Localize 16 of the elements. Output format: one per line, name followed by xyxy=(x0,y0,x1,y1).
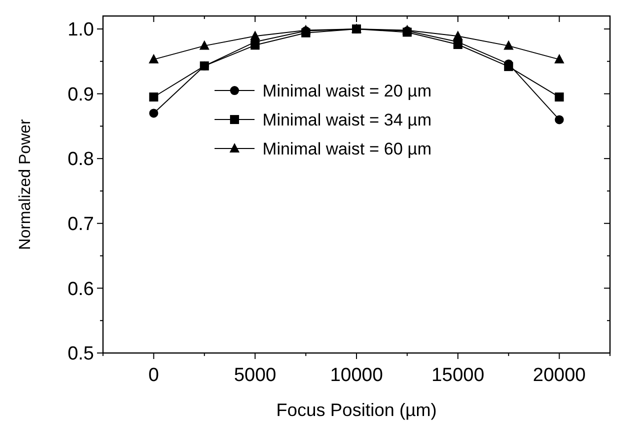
y-tick-label: 0.9 xyxy=(68,84,94,106)
x-tick-label: 5000 xyxy=(234,365,276,386)
x-tick-label: 0 xyxy=(148,365,159,386)
x-tick-label: 20000 xyxy=(532,365,586,386)
y-tick-label: 0.7 xyxy=(68,214,94,236)
x-axis-title: Focus Position (µm) xyxy=(276,400,437,420)
y-tick-label: 0.6 xyxy=(68,278,94,300)
y-tick-label: 0.8 xyxy=(68,149,94,170)
legend-label: Minimal waist = 60 µm xyxy=(262,139,432,158)
x-tick-label: 10000 xyxy=(330,365,383,386)
legend-label: Minimal waist = 34 µm xyxy=(262,110,432,130)
y-tick-label: 0.5 xyxy=(68,344,94,365)
x-tick-label: 15000 xyxy=(431,365,484,386)
y-axis-title: Normalized Power xyxy=(17,118,34,250)
legend-label: Minimal waist = 20 µm xyxy=(262,81,432,100)
y-tick-label: 1.0 xyxy=(68,20,94,41)
